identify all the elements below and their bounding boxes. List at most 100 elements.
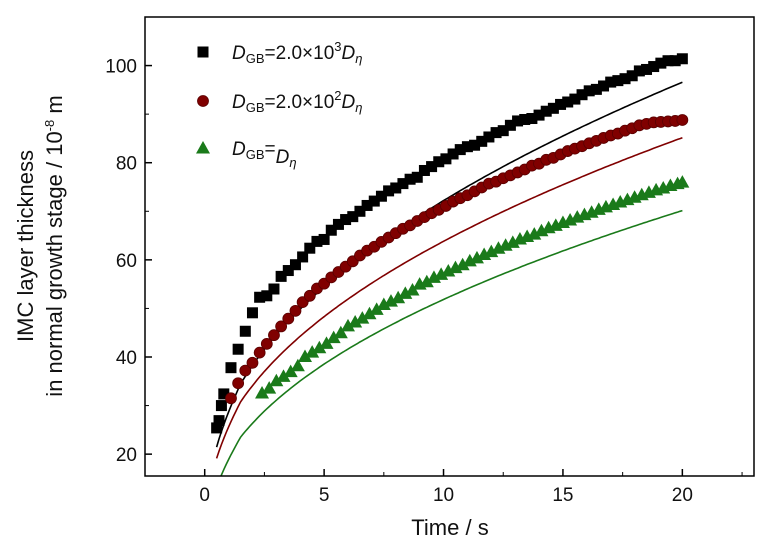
data-point-series-2 bbox=[434, 267, 449, 280]
data-point-series-0 bbox=[433, 156, 445, 168]
data-point-series-2 bbox=[469, 250, 484, 264]
legend-label-1: DGB=2.0×102Dη bbox=[232, 88, 362, 115]
data-point-series-0 bbox=[232, 343, 244, 355]
data-point-series-0 bbox=[526, 113, 538, 125]
x-tick-label: 20 bbox=[672, 485, 693, 506]
data-point-series-0 bbox=[547, 102, 559, 114]
data-point-series-0 bbox=[215, 400, 227, 412]
data-point-series-2 bbox=[484, 244, 499, 258]
data-point-series-0 bbox=[519, 113, 531, 125]
data-point-series-0 bbox=[268, 283, 280, 295]
data-point-series-0 bbox=[368, 195, 380, 207]
x-tick-label: 10 bbox=[433, 485, 454, 506]
y-axis-title-line2: in normal growth stage / 10-8 m bbox=[42, 95, 67, 396]
x-tick-label: 5 bbox=[319, 485, 330, 506]
data-point-series-0 bbox=[218, 388, 230, 400]
data-point-series-0 bbox=[347, 211, 359, 223]
data-point-series-2 bbox=[333, 325, 348, 339]
data-point-series-0 bbox=[361, 199, 373, 211]
data-point-series-2 bbox=[419, 274, 434, 288]
data-point-series-0 bbox=[540, 105, 552, 117]
data-point-series-0 bbox=[418, 164, 430, 176]
data-point-series-0 bbox=[497, 125, 509, 137]
data-point-series-0 bbox=[476, 135, 488, 147]
data-point-series-2 bbox=[319, 336, 334, 349]
data-point-series-2 bbox=[255, 385, 270, 399]
data-point-series-0 bbox=[590, 83, 602, 95]
data-point-series-0 bbox=[583, 85, 595, 97]
data-point-series-2 bbox=[455, 257, 470, 271]
data-point-series-2 bbox=[312, 340, 327, 354]
data-point-series-0 bbox=[641, 63, 653, 75]
y-tick-label: 100 bbox=[105, 57, 137, 78]
data-point-series-0 bbox=[311, 235, 323, 247]
data-point-series-0 bbox=[490, 127, 502, 139]
data-point-series-0 bbox=[504, 119, 516, 131]
data-point-series-0 bbox=[211, 422, 223, 434]
data-point-series-0 bbox=[411, 171, 423, 183]
data-point-series-2 bbox=[305, 345, 320, 358]
legend-marker-1 bbox=[197, 95, 209, 107]
data-point-series-0 bbox=[626, 70, 638, 82]
data-point-series-2 bbox=[276, 369, 291, 382]
data-point-series-0 bbox=[555, 98, 567, 110]
data-point-series-2 bbox=[398, 286, 413, 299]
data-point-series-0 bbox=[239, 325, 251, 337]
y-tick-label: 80 bbox=[116, 154, 137, 175]
fit-curve-2 bbox=[220, 209, 683, 476]
data-point-series-0 bbox=[340, 214, 352, 226]
data-point-series-1 bbox=[225, 392, 237, 405]
data-point-series-0 bbox=[569, 93, 581, 105]
data-point-series-0 bbox=[605, 76, 617, 88]
data-point-series-2 bbox=[298, 349, 313, 363]
data-point-series-0 bbox=[533, 109, 545, 121]
data-point-series-2 bbox=[341, 318, 355, 332]
data-point-series-2 bbox=[675, 175, 690, 188]
data-point-series-2 bbox=[290, 358, 305, 372]
data-point-series-0 bbox=[318, 233, 330, 245]
data-point-series-0 bbox=[297, 251, 309, 263]
legend-marker-0 bbox=[197, 46, 209, 58]
x-tick-label: 15 bbox=[552, 485, 573, 506]
data-point-series-2 bbox=[369, 302, 384, 315]
data-point-series-0 bbox=[397, 178, 409, 190]
data-point-series-1 bbox=[239, 364, 252, 377]
data-point-series-0 bbox=[676, 53, 688, 65]
data-point-series-0 bbox=[648, 61, 660, 73]
data-point-series-1 bbox=[268, 329, 280, 342]
data-point-series-0 bbox=[512, 115, 524, 127]
data-point-series-0 bbox=[469, 139, 481, 151]
data-point-series-0 bbox=[598, 80, 610, 92]
data-point-series-2 bbox=[376, 297, 391, 311]
data-point-series-2 bbox=[383, 294, 398, 307]
data-point-series-0 bbox=[325, 224, 337, 236]
data-point-series-2 bbox=[283, 364, 298, 378]
y-tick-label: 40 bbox=[116, 348, 137, 369]
data-point-series-1 bbox=[289, 304, 302, 317]
data-point-series-0 bbox=[669, 55, 681, 67]
data-point-series-0 bbox=[426, 161, 438, 173]
data-point-series-0 bbox=[612, 75, 624, 87]
data-point-series-1 bbox=[260, 337, 273, 350]
legend-marker-2 bbox=[196, 141, 210, 154]
data-point-series-0 bbox=[461, 141, 473, 153]
y-tick-label: 20 bbox=[116, 445, 137, 466]
data-point-series-0 bbox=[304, 242, 316, 254]
data-point-series-0 bbox=[447, 148, 459, 160]
data-point-series-2 bbox=[527, 227, 542, 240]
data-point-series-0 bbox=[655, 57, 667, 69]
data-point-series-2 bbox=[405, 282, 420, 296]
x-tick-label: 0 bbox=[199, 485, 210, 506]
data-point-series-0 bbox=[213, 415, 225, 427]
legend: DGB=2.0×103Dη DGB=2.0×102Dη DGB=Dη bbox=[196, 39, 362, 170]
data-point-series-0 bbox=[275, 270, 287, 282]
data-point-series-0 bbox=[354, 205, 366, 217]
plot-frame bbox=[144, 16, 755, 477]
data-point-series-0 bbox=[375, 190, 387, 202]
data-point-series-0 bbox=[289, 259, 301, 271]
data-point-series-1 bbox=[246, 356, 259, 369]
y-axis-title-line1: IMC layer thickness bbox=[13, 150, 38, 342]
data-point-series-1 bbox=[275, 320, 288, 333]
data-point-series-0 bbox=[483, 131, 495, 143]
data-point-series-0 bbox=[246, 307, 258, 319]
